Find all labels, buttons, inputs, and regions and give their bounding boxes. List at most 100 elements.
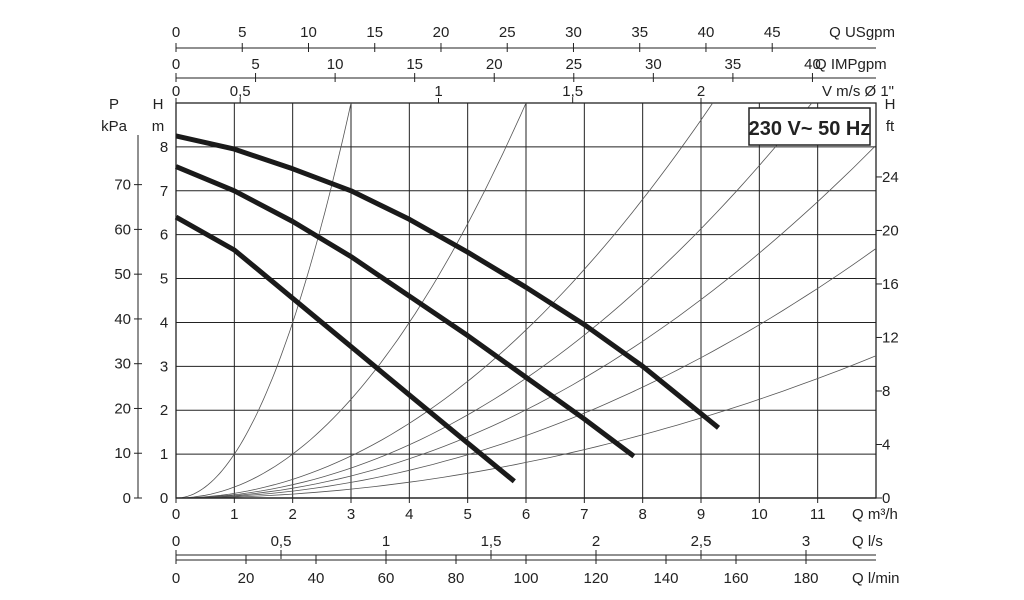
system-curve bbox=[175, 102, 527, 499]
q-impgpm-tick-label: 40 bbox=[804, 56, 821, 73]
v-ms-tick-label: 2 bbox=[697, 83, 705, 100]
p-kpa-tick-label: 40 bbox=[114, 311, 131, 328]
q-usgpm-tick-label: 40 bbox=[698, 24, 715, 41]
q-lmin-tick-label: 160 bbox=[723, 570, 748, 587]
h-m-tick-label: 5 bbox=[160, 271, 168, 288]
h-ft-tick-label: 20 bbox=[882, 222, 899, 239]
q-m3h-tick-label: 4 bbox=[405, 506, 413, 523]
q-lmin-tick-label: 60 bbox=[378, 570, 395, 587]
q-lmin-axis-label: Q l/min bbox=[852, 570, 900, 587]
q-m3h-tick-label: 2 bbox=[288, 506, 296, 523]
q-m3h-tick-label: 7 bbox=[580, 506, 588, 523]
system-curve bbox=[175, 145, 877, 499]
q-impgpm-tick-label: 15 bbox=[406, 56, 423, 73]
q-m3h-tick-label: 11 bbox=[810, 506, 826, 523]
q-m3h-tick-label: 5 bbox=[463, 506, 471, 523]
p-kpa-axis-label: kPa bbox=[101, 118, 128, 135]
q-m3h-tick-label: 3 bbox=[347, 506, 355, 523]
system-curve bbox=[175, 102, 714, 499]
legend-box-label: 230 V~ 50 Hz bbox=[749, 118, 871, 140]
q-impgpm-tick-label: 10 bbox=[327, 56, 344, 73]
q-ls-tick-label: 3 bbox=[802, 533, 810, 550]
p-kpa-tick-label: 60 bbox=[114, 221, 131, 238]
h-ft-tick-label: 4 bbox=[882, 436, 890, 453]
q-impgpm-tick-label: 0 bbox=[172, 56, 180, 73]
q-m3h-tick-label: 8 bbox=[638, 506, 646, 523]
h-m-tick-label: 8 bbox=[160, 139, 168, 156]
q-usgpm-tick-label: 35 bbox=[631, 24, 648, 41]
v-ms-axis-label: V m/s Ø 1" bbox=[822, 83, 894, 100]
q-impgpm-tick-label: 25 bbox=[565, 56, 582, 73]
q-usgpm-tick-label: 10 bbox=[300, 24, 317, 41]
pump-curve bbox=[175, 164, 636, 459]
q-m3h-tick-label: 1 bbox=[230, 506, 238, 523]
q-ls-tick-label: 1 bbox=[382, 533, 390, 550]
h-m-tick-label: 2 bbox=[160, 402, 168, 419]
q-impgpm-tick-label: 20 bbox=[486, 56, 503, 73]
h-ft-tick-label: 12 bbox=[882, 329, 899, 346]
h-ft-tick-label: 0 bbox=[882, 490, 890, 507]
q-usgpm-tick-label: 20 bbox=[433, 24, 450, 41]
system-curves bbox=[175, 102, 877, 499]
h-ft-axis-title: H bbox=[885, 96, 896, 113]
h-ft-axis-label: ft bbox=[886, 118, 895, 135]
h-m-axis-label: m bbox=[152, 118, 165, 135]
h-ft-tick-label: 24 bbox=[882, 169, 899, 186]
h-ft-tick-label: 16 bbox=[882, 276, 899, 293]
q-ls-tick-label: 2,5 bbox=[691, 533, 712, 550]
q-usgpm-tick-label: 15 bbox=[366, 24, 383, 41]
q-impgpm-tick-label: 5 bbox=[251, 56, 259, 73]
q-ls-tick-label: 0 bbox=[172, 533, 180, 550]
q-impgpm-axis-label: Q IMPgpm bbox=[815, 56, 887, 73]
q-impgpm-tick-label: 30 bbox=[645, 56, 662, 73]
p-kpa-tick-label: 10 bbox=[114, 445, 131, 462]
q-usgpm-tick-label: 45 bbox=[764, 24, 781, 41]
h-m-axis-title: H bbox=[153, 96, 164, 113]
q-m3h-tick-label: 9 bbox=[697, 506, 705, 523]
v-ms-tick-label: 0 bbox=[172, 83, 180, 100]
system-curve bbox=[175, 248, 877, 499]
p-kpa-tick-label: 50 bbox=[114, 266, 131, 283]
q-m3h-tick-label: 6 bbox=[522, 506, 530, 523]
q-lmin-tick-label: 40 bbox=[308, 570, 325, 587]
q-usgpm-axis-label: Q USgpm bbox=[829, 24, 895, 41]
q-m3h-tick-label: 0 bbox=[172, 506, 180, 523]
h-m-tick-label: 3 bbox=[160, 358, 168, 375]
h-ft-tick-label: 8 bbox=[882, 383, 890, 400]
q-m3h-axis-label: Q m³/h bbox=[852, 506, 898, 523]
q-lmin-tick-label: 20 bbox=[238, 570, 255, 587]
q-impgpm-tick-label: 35 bbox=[725, 56, 742, 73]
v-ms-tick-label: 1,5 bbox=[562, 83, 583, 100]
q-m3h-tick-label: 10 bbox=[751, 506, 768, 523]
p-kpa-tick-label: 20 bbox=[114, 400, 131, 417]
q-lmin-tick-label: 0 bbox=[172, 570, 180, 587]
h-m-tick-label: 1 bbox=[160, 446, 168, 463]
p-kpa-tick-label: 30 bbox=[114, 356, 131, 373]
h-m-tick-label: 7 bbox=[160, 183, 168, 200]
pump-curve bbox=[175, 133, 721, 430]
q-ls-tick-label: 1,5 bbox=[481, 533, 502, 550]
q-lmin-tick-label: 180 bbox=[793, 570, 818, 587]
q-lmin-tick-label: 100 bbox=[513, 570, 538, 587]
q-ls-tick-label: 0,5 bbox=[271, 533, 292, 550]
pump-curve bbox=[174, 214, 516, 484]
legend-box: 230 V~ 50 Hz bbox=[748, 107, 871, 146]
q-usgpm-tick-label: 30 bbox=[565, 24, 582, 41]
p-kpa-tick-label: 0 bbox=[123, 490, 131, 507]
q-ls-tick-label: 2 bbox=[592, 533, 600, 550]
q-lmin-tick-label: 80 bbox=[448, 570, 465, 587]
h-m-tick-label: 4 bbox=[160, 314, 168, 331]
p-kpa-axis-title: P bbox=[109, 96, 119, 113]
pump-curves bbox=[174, 133, 721, 484]
system-curve bbox=[175, 102, 352, 499]
q-lmin-tick-label: 140 bbox=[653, 570, 678, 587]
q-usgpm-tick-label: 25 bbox=[499, 24, 516, 41]
q-ls-axis-label: Q l/s bbox=[852, 533, 883, 550]
q-usgpm-tick-label: 5 bbox=[238, 24, 246, 41]
h-m-tick-label: 0 bbox=[160, 490, 168, 507]
system-curve bbox=[175, 102, 813, 499]
v-ms-tick-label: 0,5 bbox=[230, 83, 251, 100]
q-lmin-tick-label: 120 bbox=[583, 570, 608, 587]
